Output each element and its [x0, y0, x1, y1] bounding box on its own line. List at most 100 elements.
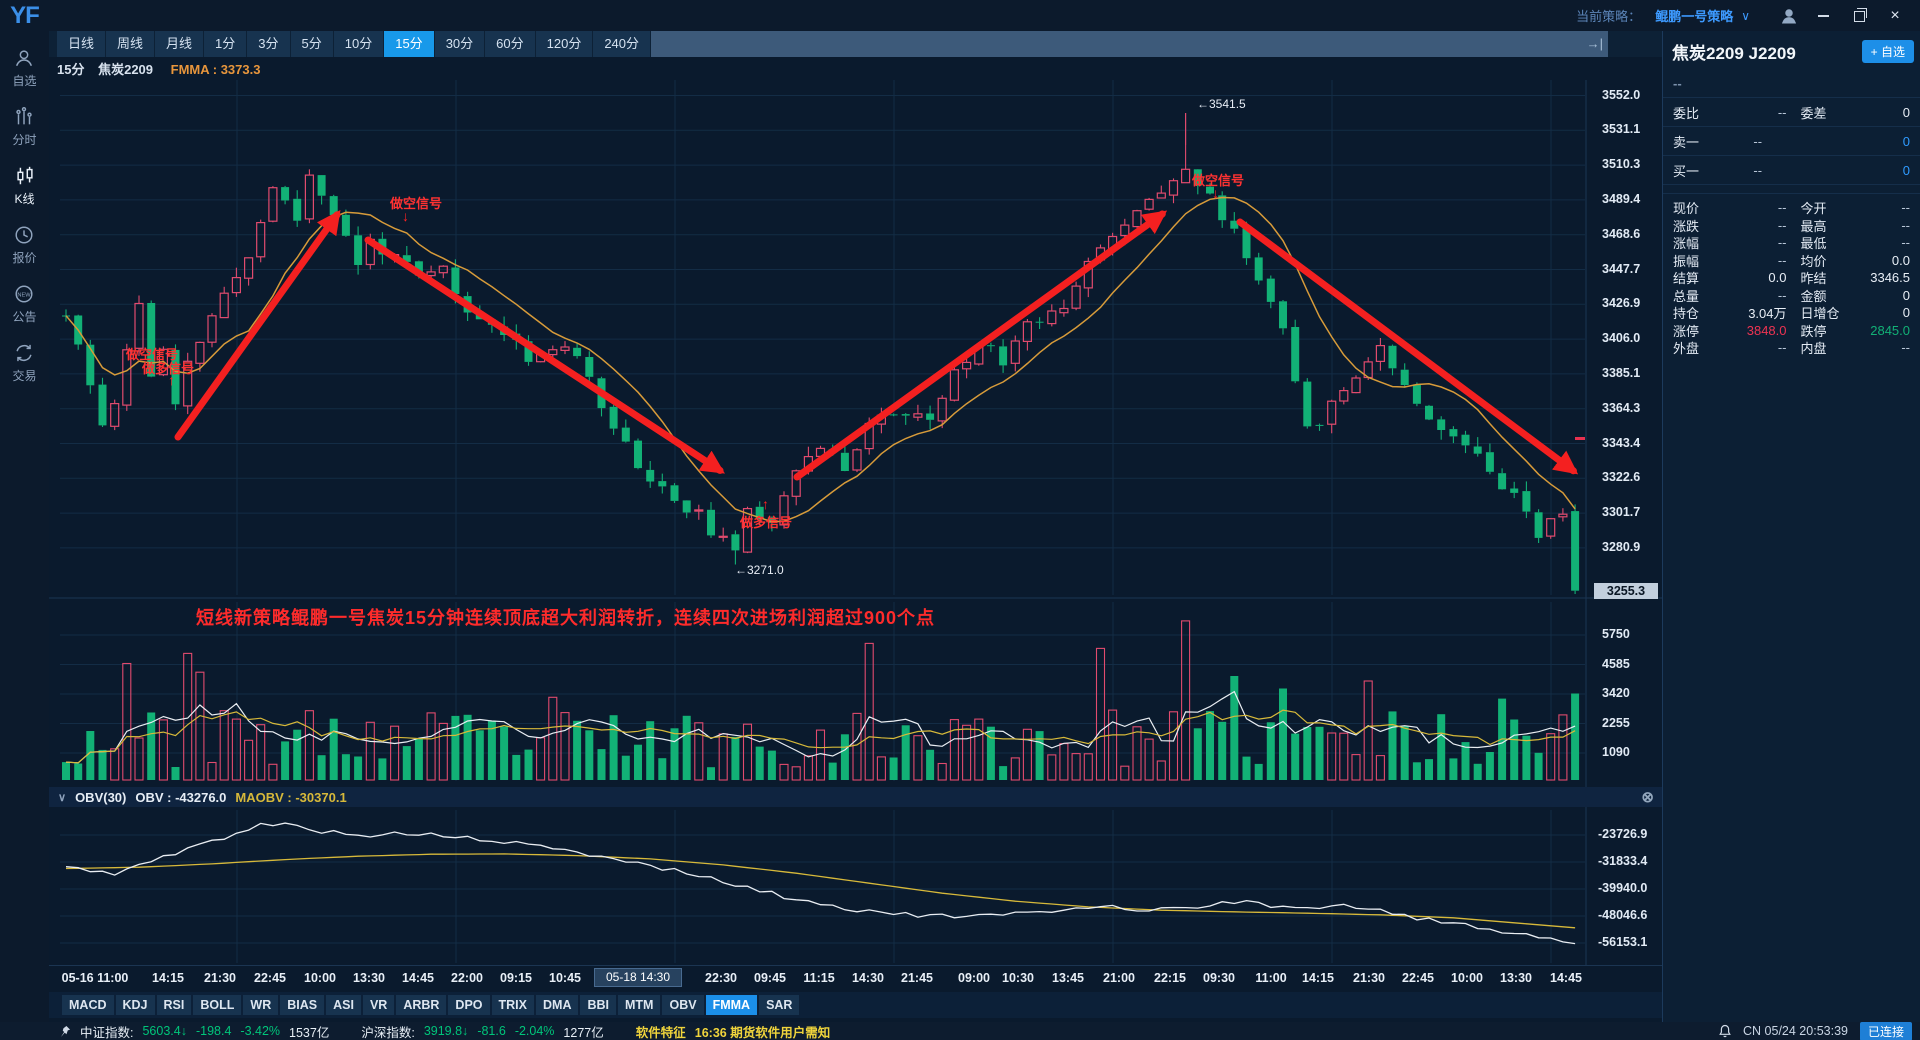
indicator-tab-VR[interactable]: VR: [362, 995, 395, 1015]
indicator-tab-DMA[interactable]: DMA: [536, 995, 579, 1015]
timeframe-tab-5分[interactable]: 5分: [290, 31, 333, 57]
close-obv-icon[interactable]: ⊗: [1641, 789, 1654, 806]
stat-value: 0: [1902, 305, 1910, 320]
stat-value: 0.0: [1768, 270, 1787, 285]
quote-stat-row: 持仓 3.04万 日增仓 0: [1663, 303, 1920, 321]
index1-amount: 1537亿: [289, 1025, 330, 1040]
sidebar-item-label: 报价: [12, 251, 37, 265]
index1-label: 中证指数:: [80, 1025, 134, 1040]
stat-label: 最低: [1800, 236, 1827, 251]
sidebar-item-label: 交易: [12, 369, 37, 383]
indicator-tab-MACD[interactable]: MACD: [62, 995, 114, 1015]
quote-stat-row: 结算 0.0 昨结 3346.5: [1663, 268, 1920, 286]
quote-stat-row: 涨幅 -- 最低 --: [1663, 233, 1920, 251]
notice-link-1[interactable]: 软件特征: [635, 1025, 686, 1040]
sidebar-item-分时[interactable]: 分时: [12, 106, 37, 148]
stat-value: --: [1777, 252, 1787, 268]
quote-stat-row: 振幅 -- 均价 0.0: [1663, 251, 1920, 269]
sidebar-item-交易[interactable]: 交易: [12, 342, 37, 384]
index1-change: -198.4: [195, 1024, 232, 1038]
sidebar-item-K线[interactable]: K线: [14, 165, 36, 207]
quote-icon: [13, 224, 35, 246]
timeframe-tabbar: 日线 周线 月线 1分 3分 5分 10分 15分 30分 60分 120分 240分 →|: [49, 31, 1662, 57]
timeframe-tab-120分[interactable]: 120分: [535, 31, 593, 57]
timeframe-tab-月线[interactable]: 月线: [155, 31, 204, 57]
sidebar-item-label: 公告: [12, 310, 37, 324]
sidebar-item-label: K线: [14, 192, 35, 206]
pin-icon[interactable]: [60, 1025, 71, 1038]
timeframe-tab-10分[interactable]: 10分: [333, 31, 384, 57]
index1-value: 5603.4↓: [142, 1024, 187, 1038]
timeframe-tab-15分[interactable]: 15分: [384, 31, 434, 57]
indicator-tab-ARBR[interactable]: ARBR: [396, 995, 447, 1015]
status-bar: 中证指数: 5603.4↓ -198.4 -3.42% 1537亿 沪深指数: …: [0, 1021, 1920, 1040]
collapse-panel-icon[interactable]: →|: [1586, 36, 1603, 51]
indicator-tabbar: MACD KDJ RSI BOLL WR BIAS ASI VR ARBR DPO TRIX DMA B…: [49, 992, 1662, 1018]
intraday-icon: [13, 106, 35, 128]
quote-stat-row: 现价 -- 今开 --: [1663, 198, 1920, 216]
timeframe-tab-240分[interactable]: 240分: [593, 31, 651, 57]
indicator-tab-ASI[interactable]: ASI: [326, 995, 361, 1015]
stat-label: 涨幅: [1673, 236, 1700, 251]
indicator-tab-KDJ[interactable]: KDJ: [115, 995, 155, 1015]
bell-icon[interactable]: [1719, 1024, 1731, 1038]
indicator-tab-WR[interactable]: WR: [243, 995, 279, 1015]
indicator-tab-SAR[interactable]: SAR: [759, 995, 800, 1015]
chevron-down-icon[interactable]: ∨: [1741, 8, 1750, 23]
sidebar-item-报价[interactable]: 报价: [12, 224, 37, 266]
index2-value: 3919.8↓: [423, 1024, 469, 1038]
indicator-tab-FMMA[interactable]: FMMA: [705, 995, 758, 1015]
bid-row[interactable]: 买一 -- 0: [1663, 155, 1920, 185]
stat-value: --: [1777, 217, 1787, 233]
obv-indicator-name: OBV(30): [75, 789, 127, 805]
index1-pct: -3.42%: [240, 1024, 281, 1038]
user-icon[interactable]: [1780, 7, 1798, 25]
close-button[interactable]: ×: [1890, 7, 1900, 24]
timeframe-tab-60分[interactable]: 60分: [485, 31, 535, 57]
obv-value: OBV : -43276.0: [135, 789, 227, 805]
quote-stats: 现价 -- 今开 -- 涨跌 -- 最高 -- 涨幅 -- 最低 -- 振幅 -- 均价 0.0 结算 0.0 昨结…: [1663, 193, 1920, 356]
indicator-tab-TRIX[interactable]: TRIX: [491, 995, 534, 1015]
timeframe-tab-日线[interactable]: 日线: [57, 31, 106, 57]
add-watchlist-button[interactable]: + 自选: [1861, 40, 1914, 63]
stat-label: 最高: [1800, 218, 1827, 234]
index2-change: -81.6: [477, 1024, 506, 1038]
indicator-tab-BBI[interactable]: BBI: [580, 995, 616, 1015]
indicator-tab-DPO[interactable]: DPO: [448, 995, 490, 1015]
strategy-selector[interactable]: 鲲鹏一号策略: [1655, 9, 1734, 24]
connection-status-badge[interactable]: 已连接: [1859, 1021, 1912, 1040]
indicator-tab-BIAS[interactable]: BIAS: [280, 995, 325, 1015]
announcement-new-icon: NEW: [13, 283, 35, 305]
quote-stat-row: 外盘 -- 内盘 --: [1663, 338, 1920, 356]
stat-value: --: [1901, 235, 1910, 250]
sidebar-item-自选[interactable]: 自选: [12, 47, 37, 89]
sidebar: YF 自选 分时 K线 报价 NEW 公告 交易: [0, 0, 49, 1022]
chart-header: 15分 焦炭2209 FMMA : 3373.3: [57, 59, 260, 78]
collapse-obv-icon[interactable]: ∨: [58, 791, 67, 804]
stat-value: 0.0: [1891, 252, 1910, 268]
indicator-tab-OBV[interactable]: OBV: [662, 995, 704, 1015]
index2-label: 沪深指数:: [361, 1025, 415, 1040]
notice-link-2[interactable]: 16:36 期货软件用户需知: [694, 1025, 831, 1040]
indicator-tab-BOLL[interactable]: BOLL: [193, 995, 242, 1015]
stat-value: 3848.0: [1746, 322, 1787, 338]
timeframe-tab-3分[interactable]: 3分: [247, 31, 290, 57]
indicator-tab-RSI[interactable]: RSI: [156, 995, 192, 1015]
stat-value: --: [1777, 340, 1787, 355]
timeframe-tab-1分[interactable]: 1分: [204, 31, 247, 57]
stat-label: 涨停: [1673, 323, 1700, 339]
restore-button[interactable]: [1848, 0, 1870, 31]
ask-row[interactable]: 卖一 -- 0: [1663, 126, 1920, 155]
timeframe-tab-30分[interactable]: 30分: [434, 31, 485, 57]
minimize-button[interactable]: [1812, 0, 1834, 31]
sidebar-item-公告[interactable]: NEW 公告: [12, 283, 37, 325]
quote-panel: 焦炭2209 J2209 + 自选 -- 委比 -- 委差 0 卖一 -- 0 …: [1662, 31, 1920, 1022]
timeframe-tab-周线[interactable]: 周线: [106, 31, 155, 57]
stat-label: 涨跌: [1673, 218, 1700, 234]
topbar: 当前策略： 鲲鹏一号策略 ∨ ×: [49, 0, 1920, 31]
indicator-tab-MTM[interactable]: MTM: [618, 995, 661, 1015]
chart-period: 15分: [57, 62, 85, 77]
current-strategy-label: 当前策略：: [1576, 9, 1642, 24]
